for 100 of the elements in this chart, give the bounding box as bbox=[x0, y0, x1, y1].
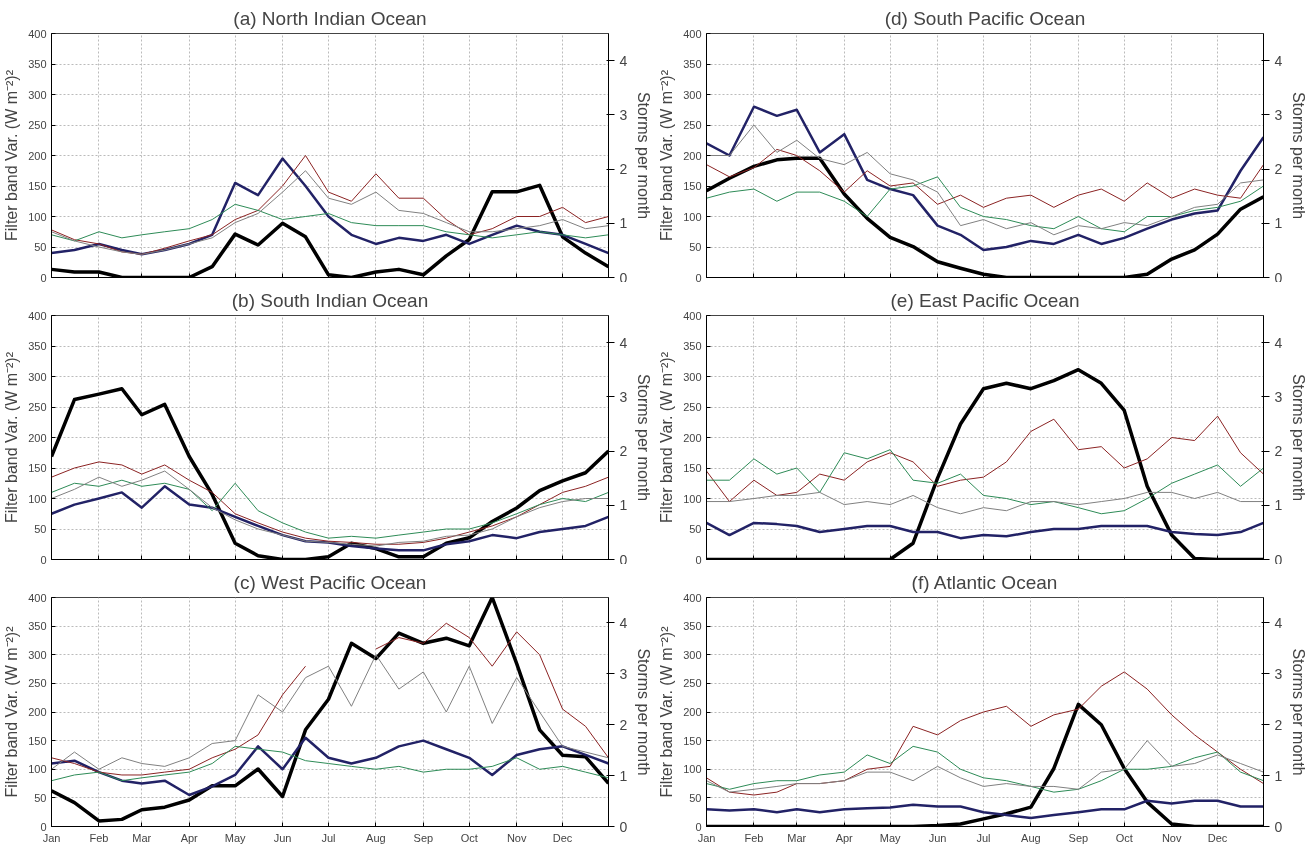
y2-axis-title: Storms per month bbox=[1290, 91, 1308, 220]
y-tick-label: 100 bbox=[28, 210, 47, 223]
y2-tick-label: 1 bbox=[1274, 767, 1283, 784]
chart-title: (d) South Pacific Ocean bbox=[884, 7, 1086, 29]
y-tick-label: 250 bbox=[28, 401, 47, 413]
x-tick-label: Nov bbox=[506, 831, 527, 844]
y2-tick-label: 3 bbox=[1274, 665, 1283, 682]
y-tick-label: 350 bbox=[28, 58, 47, 70]
y-tick-label: 300 bbox=[683, 370, 702, 383]
y-tick-label: 200 bbox=[28, 431, 47, 444]
y2-tick-label: 1 bbox=[619, 767, 628, 784]
y-tick-label: 200 bbox=[28, 149, 47, 162]
x-tick-label: Sep bbox=[413, 831, 434, 844]
y-axis-title: Filter band Var. (W m⁻²)² bbox=[3, 69, 21, 241]
y-tick-label: 100 bbox=[683, 492, 702, 505]
y2-tick-label: 0 bbox=[1274, 269, 1283, 286]
y-tick-label: 50 bbox=[689, 241, 702, 253]
y2-tick-label: 0 bbox=[1274, 551, 1283, 568]
chart-title: (f) Atlantic Ocean bbox=[911, 571, 1058, 593]
y-tick-label: 250 bbox=[28, 119, 47, 131]
y-tick-label: 400 bbox=[28, 309, 47, 322]
x-tick-label: Aug bbox=[366, 831, 386, 844]
y2-axis-title: Storms per month bbox=[635, 91, 653, 220]
y2-tick-label: 2 bbox=[619, 716, 628, 733]
y-tick-label: 100 bbox=[683, 763, 702, 776]
y-tick-label: 150 bbox=[28, 180, 47, 192]
y-axis-title: Filter band Var. (W m⁻²)² bbox=[3, 625, 21, 798]
x-tick-label: May bbox=[224, 831, 247, 844]
y-tick-label: 300 bbox=[683, 648, 702, 661]
y-tick-label: 400 bbox=[683, 309, 702, 322]
y-axis-title: Filter band Var. (W m⁻²)² bbox=[658, 69, 676, 241]
y-tick-label: 250 bbox=[683, 677, 702, 690]
y2-tick-label: 4 bbox=[619, 334, 628, 351]
y-tick-label: 50 bbox=[689, 523, 702, 535]
y2-tick-label: 0 bbox=[1274, 818, 1283, 835]
y2-tick-label: 2 bbox=[619, 161, 628, 178]
chart-title: (b) South Indian Ocean bbox=[231, 289, 429, 311]
y-tick-label: 400 bbox=[28, 591, 47, 604]
y2-tick-label: 1 bbox=[619, 215, 628, 232]
y-tick-label: 250 bbox=[683, 119, 702, 131]
y-tick-label: 0 bbox=[695, 271, 702, 284]
y2-tick-label: 3 bbox=[1274, 388, 1283, 405]
y2-tick-label: 0 bbox=[619, 818, 628, 835]
y-axis-title: Filter band Var. (W m⁻²)² bbox=[658, 625, 676, 798]
y-tick-label: 150 bbox=[28, 734, 47, 747]
y-tick-label: 100 bbox=[28, 492, 47, 505]
y2-tick-label: 1 bbox=[619, 497, 628, 514]
y-tick-label: 150 bbox=[683, 734, 702, 747]
y-tick-label: 0 bbox=[40, 553, 47, 566]
y-tick-label: 400 bbox=[683, 27, 702, 40]
y2-tick-label: 2 bbox=[1274, 443, 1283, 460]
y2-axis-title: Storms per month bbox=[635, 373, 653, 502]
x-tick-label: Apr bbox=[835, 831, 854, 844]
y2-tick-label: 4 bbox=[619, 614, 628, 631]
chart-title: (e) East Pacific Ocean bbox=[890, 289, 1080, 311]
x-tick-label: Jul bbox=[976, 831, 991, 844]
y-tick-label: 150 bbox=[683, 180, 702, 192]
x-tick-label: Mar bbox=[787, 831, 807, 844]
y-axis-title: Filter band Var. (W m⁻²)² bbox=[3, 351, 21, 523]
chart-title: (c) West Pacific Ocean bbox=[233, 571, 427, 593]
x-tick-label: Jul bbox=[321, 831, 336, 844]
y-tick-label: 400 bbox=[683, 591, 702, 604]
y2-tick-label: 4 bbox=[1274, 614, 1283, 631]
y2-tick-label: 2 bbox=[619, 443, 628, 460]
x-tick-label: May bbox=[879, 831, 902, 844]
x-tick-label: Feb bbox=[89, 831, 109, 844]
y-tick-label: 200 bbox=[683, 431, 702, 444]
y-tick-label: 0 bbox=[40, 820, 47, 833]
y-tick-label: 250 bbox=[683, 401, 702, 413]
y-tick-label: 200 bbox=[683, 706, 702, 718]
x-tick-label: Jan bbox=[697, 831, 716, 844]
y-tick-label: 350 bbox=[683, 340, 702, 352]
y2-tick-label: 3 bbox=[619, 665, 628, 682]
x-tick-label: Apr bbox=[180, 831, 199, 844]
y2-tick-label: 1 bbox=[1274, 497, 1283, 514]
x-tick-label: Oct bbox=[460, 831, 478, 844]
y2-tick-label: 4 bbox=[1274, 52, 1283, 69]
x-tick-label: Mar bbox=[132, 831, 152, 844]
y-tick-label: 350 bbox=[28, 620, 47, 633]
y-tick-label: 300 bbox=[683, 88, 702, 101]
y2-axis-title: Storms per month bbox=[1290, 373, 1308, 502]
y2-tick-label: 3 bbox=[619, 388, 628, 405]
y2-tick-label: 0 bbox=[619, 551, 628, 568]
y-tick-label: 150 bbox=[28, 462, 47, 474]
y-tick-label: 100 bbox=[683, 210, 702, 223]
y-tick-label: 350 bbox=[28, 340, 47, 352]
y2-tick-label: 3 bbox=[1274, 106, 1283, 123]
y-tick-label: 0 bbox=[40, 271, 47, 284]
x-tick-label: Dec bbox=[552, 831, 573, 844]
y2-tick-label: 2 bbox=[1274, 716, 1283, 733]
y-tick-label: 250 bbox=[28, 677, 47, 690]
x-tick-label: Oct bbox=[1115, 831, 1133, 844]
y2-tick-label: 4 bbox=[1274, 334, 1283, 351]
y2-axis-title: Storms per month bbox=[635, 648, 653, 776]
y-tick-label: 300 bbox=[28, 370, 47, 383]
y-tick-label: 100 bbox=[28, 763, 47, 776]
x-tick-label: Nov bbox=[1161, 831, 1182, 844]
y-tick-label: 300 bbox=[28, 88, 47, 101]
x-tick-label: Jun bbox=[928, 831, 947, 844]
y-tick-label: 0 bbox=[695, 820, 702, 833]
